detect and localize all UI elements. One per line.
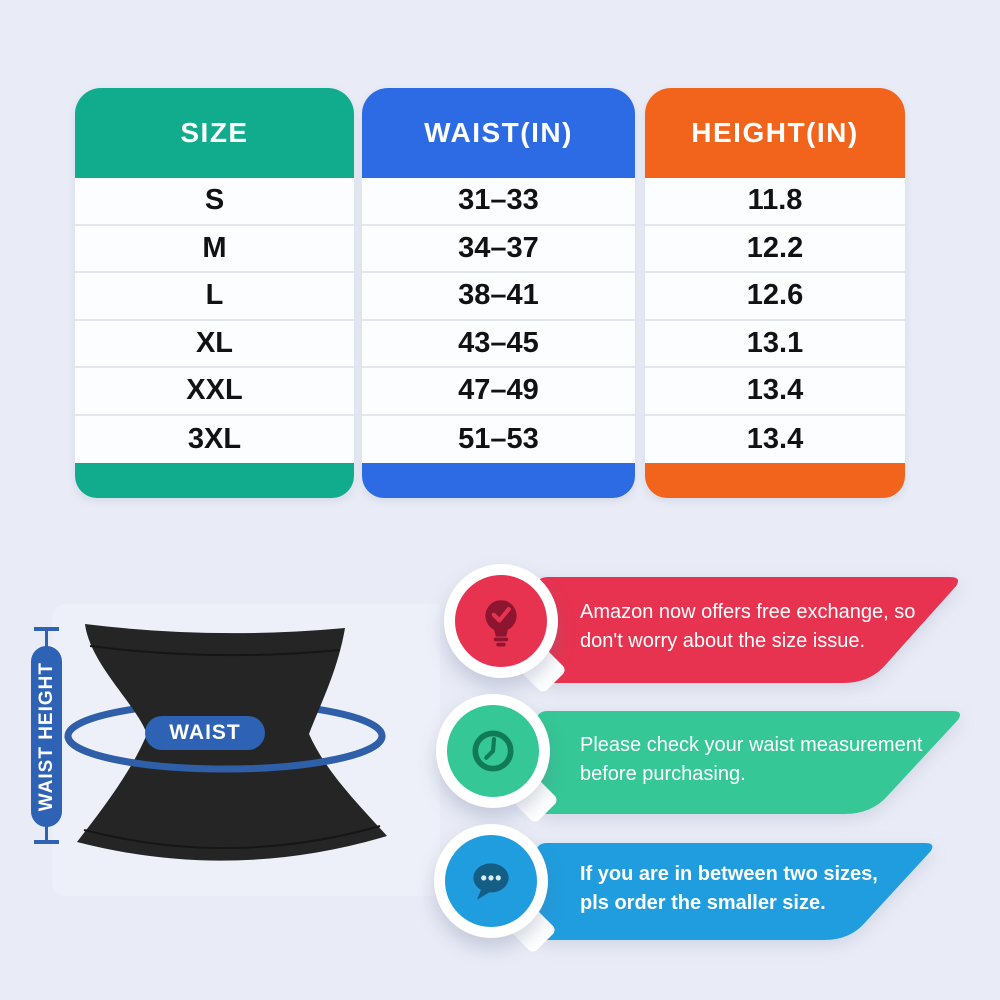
chat-dots-icon [473, 863, 509, 900]
table-cell-size-s: S [75, 178, 354, 226]
chat-badge [434, 824, 548, 938]
table-cell-height-3xl: 13.4 [645, 415, 905, 463]
table-cell-height-xl: 13.1 [645, 320, 905, 368]
size-column-footer [75, 463, 354, 498]
table-cell-size-xxl: XXL [75, 368, 354, 416]
table-cell-waist-s: 31–33 [362, 178, 635, 226]
table-cell-size-l: L [75, 273, 354, 321]
ribbon-banner [536, 843, 933, 940]
size-column: SIZE S M L XL XXL 3XL [75, 88, 354, 498]
waist-column: WAIST(IN) 31–33 34–37 38–41 43–45 47–49 … [362, 88, 635, 498]
waist-label: WAIST [169, 721, 241, 744]
callout-free-exchange: Amazon now offers free exchange, so don'… [536, 577, 964, 683]
measure-cap-bottom [34, 840, 59, 844]
chat-badge-inner [445, 835, 537, 927]
callout-check-measurement-text: Please check your waist measurement befo… [580, 733, 923, 785]
waist-trainer-illustration [52, 604, 440, 896]
ribbon-banner [536, 577, 959, 683]
callout-check-measurement: Please check your waist measurement befo… [536, 711, 966, 814]
table-cell-waist-3xl: 51–53 [362, 415, 635, 463]
table-cell-height-m: 12.2 [645, 225, 905, 273]
waist-column-footer [362, 463, 635, 498]
lightbulb-badge [444, 564, 558, 678]
table-cell-size-m: M [75, 225, 354, 273]
waist-height-label: WAIST HEIGHT [35, 661, 57, 812]
table-cell-size-xl: XL [75, 320, 354, 368]
table-cell-waist-xxl: 47–49 [362, 368, 635, 416]
height-column-footer [645, 463, 905, 498]
table-cell-height-s: 11.8 [645, 178, 905, 226]
clock-icon [472, 730, 514, 772]
lightbulb-badge-inner [455, 575, 547, 667]
callout-free-exchange-text: Amazon now offers free exchange, so don'… [580, 601, 916, 652]
ribbon-banner [536, 711, 960, 814]
clock-badge [436, 694, 550, 808]
clock-badge-inner [447, 705, 539, 797]
waist-ring-front [64, 735, 386, 773]
waist-column-header: WAIST(IN) [362, 88, 635, 178]
lightbulb-check-icon [485, 600, 517, 647]
height-column-header: HEIGHT(IN) [645, 88, 905, 178]
table-cell-height-xxl: 13.4 [645, 368, 905, 416]
table-cell-waist-xl: 43–45 [362, 320, 635, 368]
height-column: HEIGHT(IN) 11.8 12.2 12.6 13.1 13.4 13.4 [645, 88, 905, 498]
callout-between-sizes-text: If you are in between two sizes, pls ord… [580, 862, 878, 914]
size-column-header: SIZE [75, 88, 354, 178]
table-cell-waist-l: 38–41 [362, 273, 635, 321]
callout-between-sizes: If you are in between two sizes, pls ord… [536, 843, 938, 940]
garment-top-seam [89, 645, 341, 657]
table-cell-waist-m: 34–37 [362, 225, 635, 273]
table-cell-size-3xl: 3XL [75, 415, 354, 463]
waist-tag: WAIST [145, 716, 265, 750]
table-cell-height-l: 12.6 [645, 273, 905, 321]
waist-height-tag: WAIST HEIGHT [31, 646, 62, 827]
garment-bottom-seam [83, 825, 381, 849]
